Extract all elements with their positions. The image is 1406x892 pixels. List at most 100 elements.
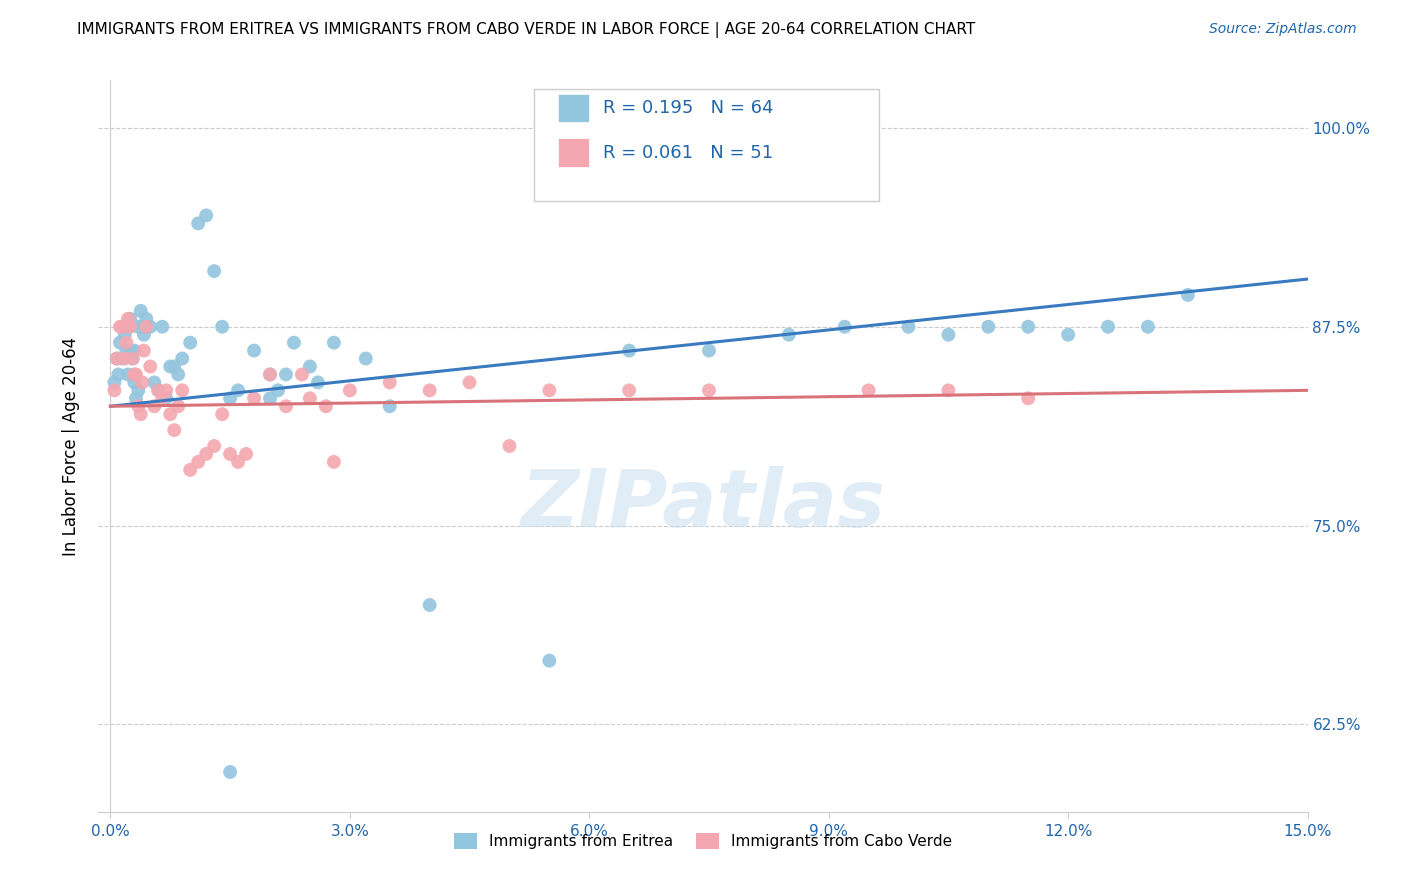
Point bbox=[307, 376, 329, 390]
Point bbox=[298, 359, 321, 374]
Point bbox=[219, 764, 242, 779]
Point bbox=[159, 359, 181, 374]
Point bbox=[243, 392, 266, 406]
Point bbox=[117, 311, 139, 326]
Point bbox=[897, 319, 920, 334]
Point bbox=[120, 311, 142, 326]
Point bbox=[155, 384, 177, 398]
Point bbox=[195, 447, 218, 461]
Text: ZIPatlas: ZIPatlas bbox=[520, 466, 886, 543]
Point bbox=[259, 368, 281, 382]
Point bbox=[135, 311, 157, 326]
Point bbox=[202, 439, 225, 453]
Point bbox=[977, 319, 1000, 334]
Point bbox=[111, 319, 134, 334]
Point bbox=[298, 392, 321, 406]
Point bbox=[111, 351, 134, 366]
Text: Source: ZipAtlas.com: Source: ZipAtlas.com bbox=[1209, 22, 1357, 37]
Point bbox=[120, 343, 142, 358]
Point bbox=[274, 399, 297, 413]
Point bbox=[103, 376, 125, 390]
Point bbox=[150, 319, 173, 334]
Point bbox=[111, 319, 134, 334]
Point bbox=[195, 209, 218, 223]
Point bbox=[243, 343, 266, 358]
Point bbox=[419, 598, 441, 612]
Point bbox=[315, 399, 337, 413]
Point bbox=[124, 368, 146, 382]
Point bbox=[148, 384, 170, 398]
Point bbox=[131, 376, 153, 390]
Point bbox=[938, 327, 960, 342]
Point bbox=[127, 384, 149, 398]
Point bbox=[179, 335, 201, 350]
Point bbox=[858, 384, 880, 398]
Point bbox=[125, 392, 148, 406]
Point bbox=[117, 368, 139, 382]
Point bbox=[226, 384, 249, 398]
Point bbox=[115, 335, 138, 350]
Point bbox=[291, 368, 314, 382]
Point bbox=[120, 319, 142, 334]
Point bbox=[117, 319, 139, 334]
Point bbox=[132, 327, 155, 342]
Point bbox=[778, 327, 800, 342]
Point bbox=[538, 384, 561, 398]
Point bbox=[139, 359, 162, 374]
Point bbox=[129, 303, 152, 318]
Point bbox=[124, 343, 146, 358]
Point bbox=[108, 335, 131, 350]
Point bbox=[498, 439, 520, 453]
Point bbox=[139, 319, 162, 334]
Point bbox=[378, 399, 401, 413]
Point bbox=[155, 392, 177, 406]
Y-axis label: In Labor Force | Age 20-64: In Labor Force | Age 20-64 bbox=[62, 336, 80, 556]
Point bbox=[1057, 327, 1080, 342]
Text: R = 0.195   N = 64: R = 0.195 N = 64 bbox=[603, 99, 773, 117]
Point bbox=[121, 351, 143, 366]
Point bbox=[834, 319, 856, 334]
Point bbox=[259, 392, 281, 406]
Point bbox=[124, 376, 146, 390]
Point bbox=[283, 335, 305, 350]
Point bbox=[1177, 288, 1199, 302]
Point bbox=[1136, 319, 1159, 334]
Point bbox=[103, 384, 125, 398]
Point bbox=[219, 447, 242, 461]
Point bbox=[322, 455, 344, 469]
Point bbox=[697, 343, 720, 358]
Point bbox=[163, 423, 186, 437]
Point bbox=[211, 407, 233, 421]
Point bbox=[163, 359, 186, 374]
Text: R = 0.061   N = 51: R = 0.061 N = 51 bbox=[603, 144, 773, 161]
Point bbox=[211, 319, 233, 334]
Point bbox=[105, 351, 128, 366]
Point bbox=[419, 384, 441, 398]
Point bbox=[172, 351, 194, 366]
Text: IMMIGRANTS FROM ERITREA VS IMMIGRANTS FROM CABO VERDE IN LABOR FORCE | AGE 20-64: IMMIGRANTS FROM ERITREA VS IMMIGRANTS FR… bbox=[77, 22, 976, 38]
Point bbox=[167, 368, 190, 382]
Point bbox=[219, 392, 242, 406]
Point bbox=[105, 351, 128, 366]
Point bbox=[159, 407, 181, 421]
Point bbox=[167, 399, 190, 413]
Point bbox=[150, 392, 173, 406]
Point bbox=[187, 455, 209, 469]
Point bbox=[179, 463, 201, 477]
Point bbox=[121, 351, 143, 366]
Point bbox=[938, 384, 960, 398]
Point bbox=[354, 351, 377, 366]
Point bbox=[202, 264, 225, 278]
Point bbox=[187, 216, 209, 230]
Point bbox=[267, 384, 290, 398]
Point bbox=[127, 319, 149, 334]
Point bbox=[1017, 392, 1039, 406]
Point bbox=[129, 407, 152, 421]
Point bbox=[1017, 319, 1039, 334]
Point bbox=[378, 376, 401, 390]
Point bbox=[617, 343, 640, 358]
Point bbox=[339, 384, 361, 398]
Point bbox=[107, 368, 129, 382]
Point bbox=[274, 368, 297, 382]
Point bbox=[132, 343, 155, 358]
